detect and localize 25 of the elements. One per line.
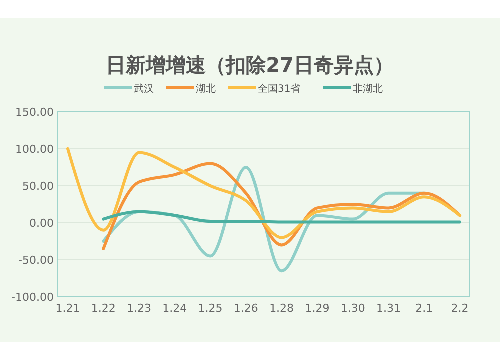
y-tick-label: 100.00 — [16, 143, 54, 156]
x-tick-label: 1.26 — [234, 302, 258, 315]
x-tick-label: 1.28 — [270, 302, 294, 315]
x-tick-label: 1.24 — [162, 302, 188, 315]
legend-label: 全国31省 — [258, 83, 301, 95]
x-tick-label: 2.2 — [451, 302, 469, 315]
x-tick-label: 1.21 — [56, 302, 80, 315]
legend-label: 非湖北 — [353, 83, 383, 95]
x-tick-label: 1.29 — [305, 302, 330, 315]
y-tick-label: 50.00 — [22, 180, 54, 193]
x-tick-label: 1.31 — [376, 302, 401, 315]
chart-title: 日新增增速（扣除27日奇异点） — [106, 53, 394, 77]
y-tick-label: 150.00 — [16, 106, 54, 119]
x-tick-label: 1.22 — [91, 302, 116, 315]
y-tick-label: -50.00 — [18, 254, 54, 267]
legend-label: 武汉 — [134, 83, 154, 95]
y-tick-label: 0.00 — [30, 217, 54, 230]
x-tick-label: 1.23 — [127, 302, 152, 315]
legend-label: 湖北 — [196, 83, 216, 95]
line-series — [102, 210, 462, 224]
x-tick-label: 2.1 — [416, 302, 434, 315]
line-series — [66, 148, 462, 240]
y-tick-label: -100.00 — [12, 291, 54, 304]
x-tick-label: 1.30 — [340, 302, 366, 315]
x-tick-label: 1.25 — [198, 302, 223, 315]
